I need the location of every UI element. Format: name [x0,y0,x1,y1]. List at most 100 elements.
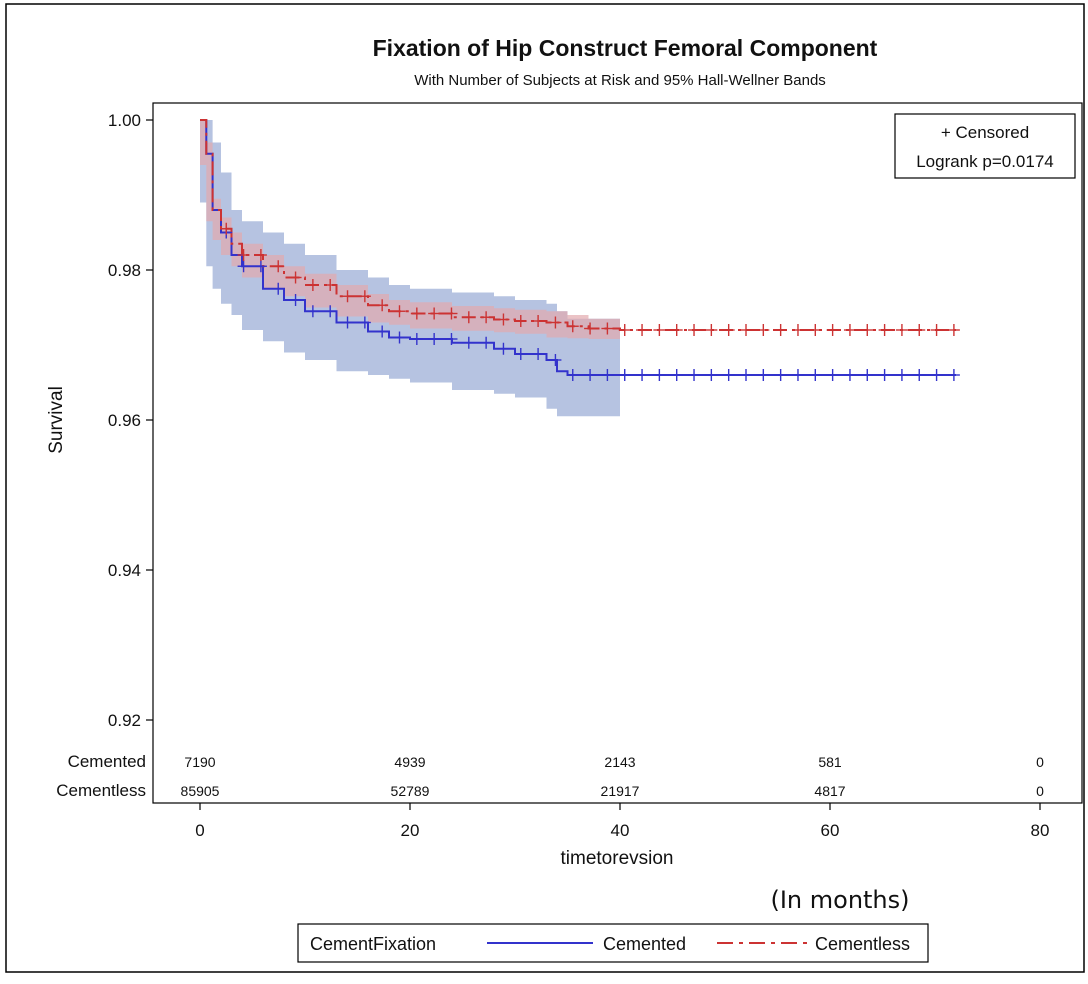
censor-marker-cementless [254,249,267,261]
censor-marker-cemented [324,305,337,318]
censor-marker-cementless [289,271,302,284]
censor-marker-cementless [445,307,458,320]
censor-marker-cementless [740,324,752,336]
censor-marker-cementless [722,324,735,336]
at-risk-count-cementless: 4817 [814,783,845,799]
censor-marker-cementless [601,322,614,335]
censor-marker-cementless [428,307,441,320]
censor-marker-cemented [584,369,597,381]
x-axis-ticks: 0 20 40 60 80 [195,803,1049,840]
censor-marker-cemented [861,369,874,381]
censor-marker-cemented [688,369,701,381]
censor-marker-cemented [809,369,822,381]
legend-label-cemented: Cemented [603,934,686,954]
censor-marker-cementless [636,324,649,336]
x-tick-label: 20 [401,821,420,840]
at-risk-count-cemented: 7190 [184,754,215,770]
censor-marker-cemented [636,369,649,381]
chart-title: Fixation of Hip Construct Femoral Compon… [373,35,878,61]
confidence-band-cemented [200,120,620,417]
censor-marker-cemented [913,369,926,381]
censor-marker-cementless [410,307,423,320]
censor-marker-cemented [532,348,545,360]
at-risk-count-cemented: 581 [818,754,842,770]
censor-marker-cementless [237,249,250,261]
censor-marker-cemented [549,354,562,366]
censor-marker-cementless [895,324,908,336]
censor-marker-cemented [705,369,718,381]
x-axis-units-note: (In months) [770,886,909,914]
censor-marker-cementless [688,324,701,336]
censor-marker-cementless [809,324,822,336]
censor-marker-cementless [549,316,562,329]
censor-marker-cementless [514,315,527,327]
at-risk-count-cementless: 0 [1036,783,1044,799]
at-risk-count-cemented: 2143 [604,754,635,770]
censor-marker-cemented [653,369,666,381]
censor-marker-cementless [826,324,839,336]
censor-marker-cementless [566,320,579,333]
censor-markers [220,222,960,381]
censor-marker-cemented [393,331,406,344]
censor-marker-cemented [757,369,770,381]
censor-marker-cemented [272,282,285,295]
y-axis-ticks: 1.00 0.98 0.96 0.94 0.92 [108,111,153,730]
at-risk-count-cemented: 0 [1036,754,1044,770]
censor-marker-cemented [774,369,787,381]
censor-marker-cementless [618,324,631,336]
censor-marker-cementless [532,315,545,327]
chart-subtitle: With Number of Subjects at Risk and 95% … [414,72,826,89]
censor-marker-cementless [705,324,718,336]
censor-marker-cementless [774,324,787,336]
plot-area-frame [152,102,1083,804]
censor-marker-cemented [341,316,354,329]
censor-marker-cemented [358,316,371,329]
censor-marker-cementless [653,324,666,336]
censor-marker-cementless [341,290,354,303]
censor-marker-cemented [947,369,960,381]
censor-marker-cemented [670,369,683,381]
censor-marker-cementless [324,279,337,291]
x-tick-label: 40 [611,821,630,840]
x-tick-label: 80 [1031,821,1050,840]
censor-marker-cemented [566,369,579,381]
censor-marker-cementless [480,311,493,324]
x-tick-label: 60 [821,821,840,840]
censor-marker-cementless [220,222,233,235]
inset-logrank-label: Logrank p=0.0174 [916,152,1054,171]
censor-marker-cementless [878,324,891,336]
censor-marker-cemented [826,369,839,381]
censor-marker-cemented [410,333,423,345]
censor-marker-cementless [306,279,319,291]
y-tick-label: 0.92 [108,711,141,730]
censor-marker-cemented [497,342,510,355]
censor-marker-cementless [913,324,926,336]
censor-marker-cemented [930,369,943,381]
censor-marker-cemented [237,260,250,273]
y-tick-label: 0.98 [108,261,141,280]
censor-marker-cemented [289,294,302,306]
censor-marker-cemented [618,369,631,381]
at-risk-count-cementless: 21917 [601,783,640,799]
censor-marker-cementless [462,311,475,324]
censor-marker-cemented [428,333,441,345]
y-tick-label: 1.00 [108,111,141,130]
censor-marker-cementless [947,324,960,336]
at-risk-counts: 7190 4939 2143 581 0 85905 52789 21917 4817 0 [181,754,1045,799]
censor-marker-cementless [843,324,856,336]
censor-marker-cemented [254,260,267,273]
censor-marker-cementless [791,324,804,336]
at-risk-count-cementless: 85905 [181,783,220,799]
censor-marker-cementless [358,290,371,303]
censor-marker-cementless [670,324,683,336]
legend-title: CementFixation [310,934,436,954]
censor-marker-cementless [393,305,406,318]
censor-marker-cemented [480,336,493,349]
censor-marker-cemented [843,369,856,381]
at-risk-count-cementless: 52789 [391,783,430,799]
at-risk-label-cemented: Cemented [68,752,146,771]
censor-marker-cemented [722,369,735,381]
censor-marker-cemented [878,369,891,381]
